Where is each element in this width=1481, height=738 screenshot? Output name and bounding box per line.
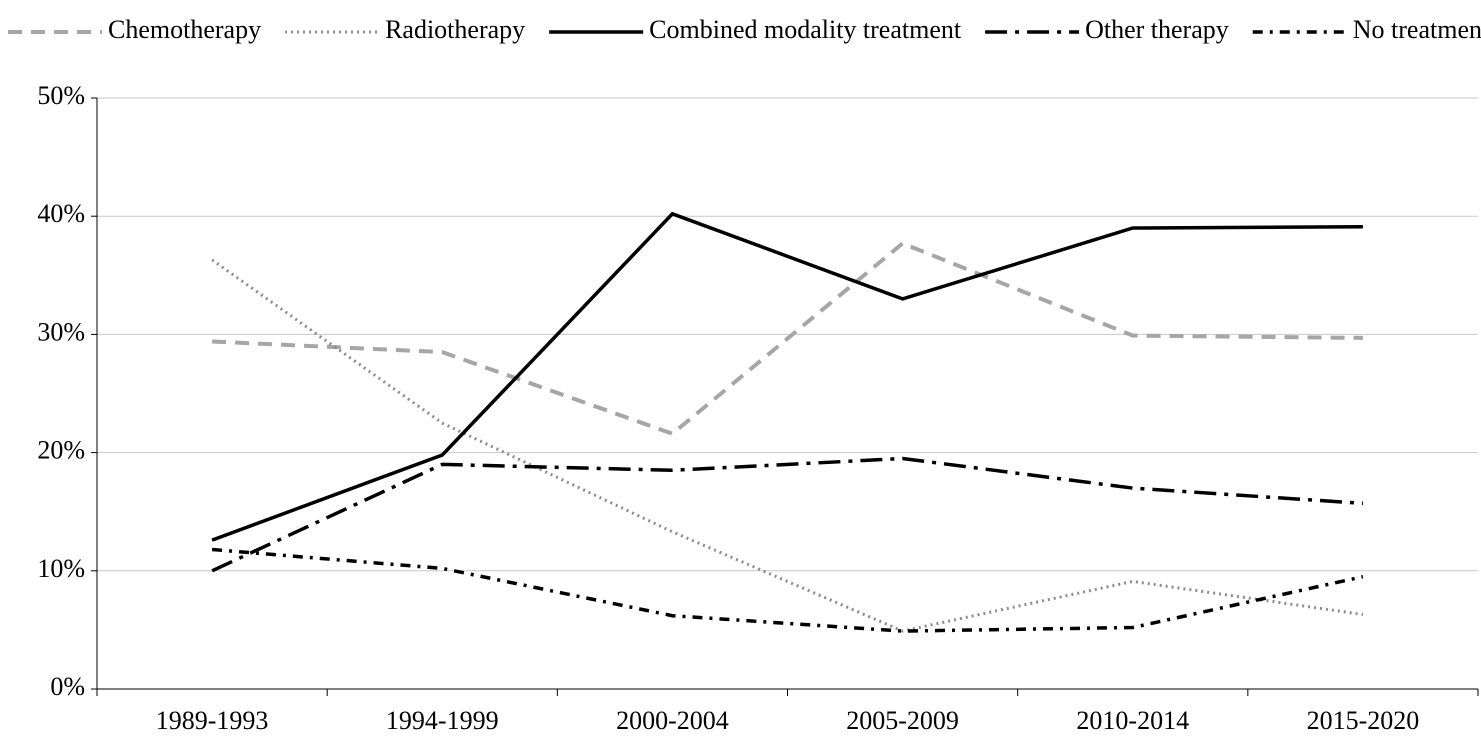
y-tick-label: 30%: [37, 317, 85, 346]
series-line: [212, 241, 1363, 436]
y-tick-label: 50%: [37, 81, 85, 110]
x-tick-label: 2010-2014: [1076, 706, 1189, 735]
legend-label: Other therapy: [1085, 15, 1229, 44]
x-tick-label: 1994-1999: [386, 706, 499, 735]
legend-label: No treatment: [1353, 15, 1481, 44]
series-line: [211, 258, 1364, 633]
x-tick-label: 1989-1993: [156, 706, 269, 735]
y-tick-label: 40%: [37, 199, 85, 228]
y-tick-label: 0%: [50, 672, 85, 701]
series-line: [211, 456, 1364, 573]
x-tick-label: 2005-2009: [846, 706, 959, 735]
x-tick-label: 2015-2020: [1307, 706, 1420, 735]
y-tick-label: 20%: [37, 436, 85, 465]
x-tick-label: 2000-2004: [616, 706, 729, 735]
legend-label: Chemotherapy: [108, 15, 261, 44]
legend-label: Combined modality treatment: [649, 15, 962, 44]
series-line: [211, 211, 1363, 542]
y-tick-label: 10%: [37, 554, 85, 583]
series-line: [211, 547, 1364, 633]
legend-label: Radiotherapy: [385, 15, 525, 44]
